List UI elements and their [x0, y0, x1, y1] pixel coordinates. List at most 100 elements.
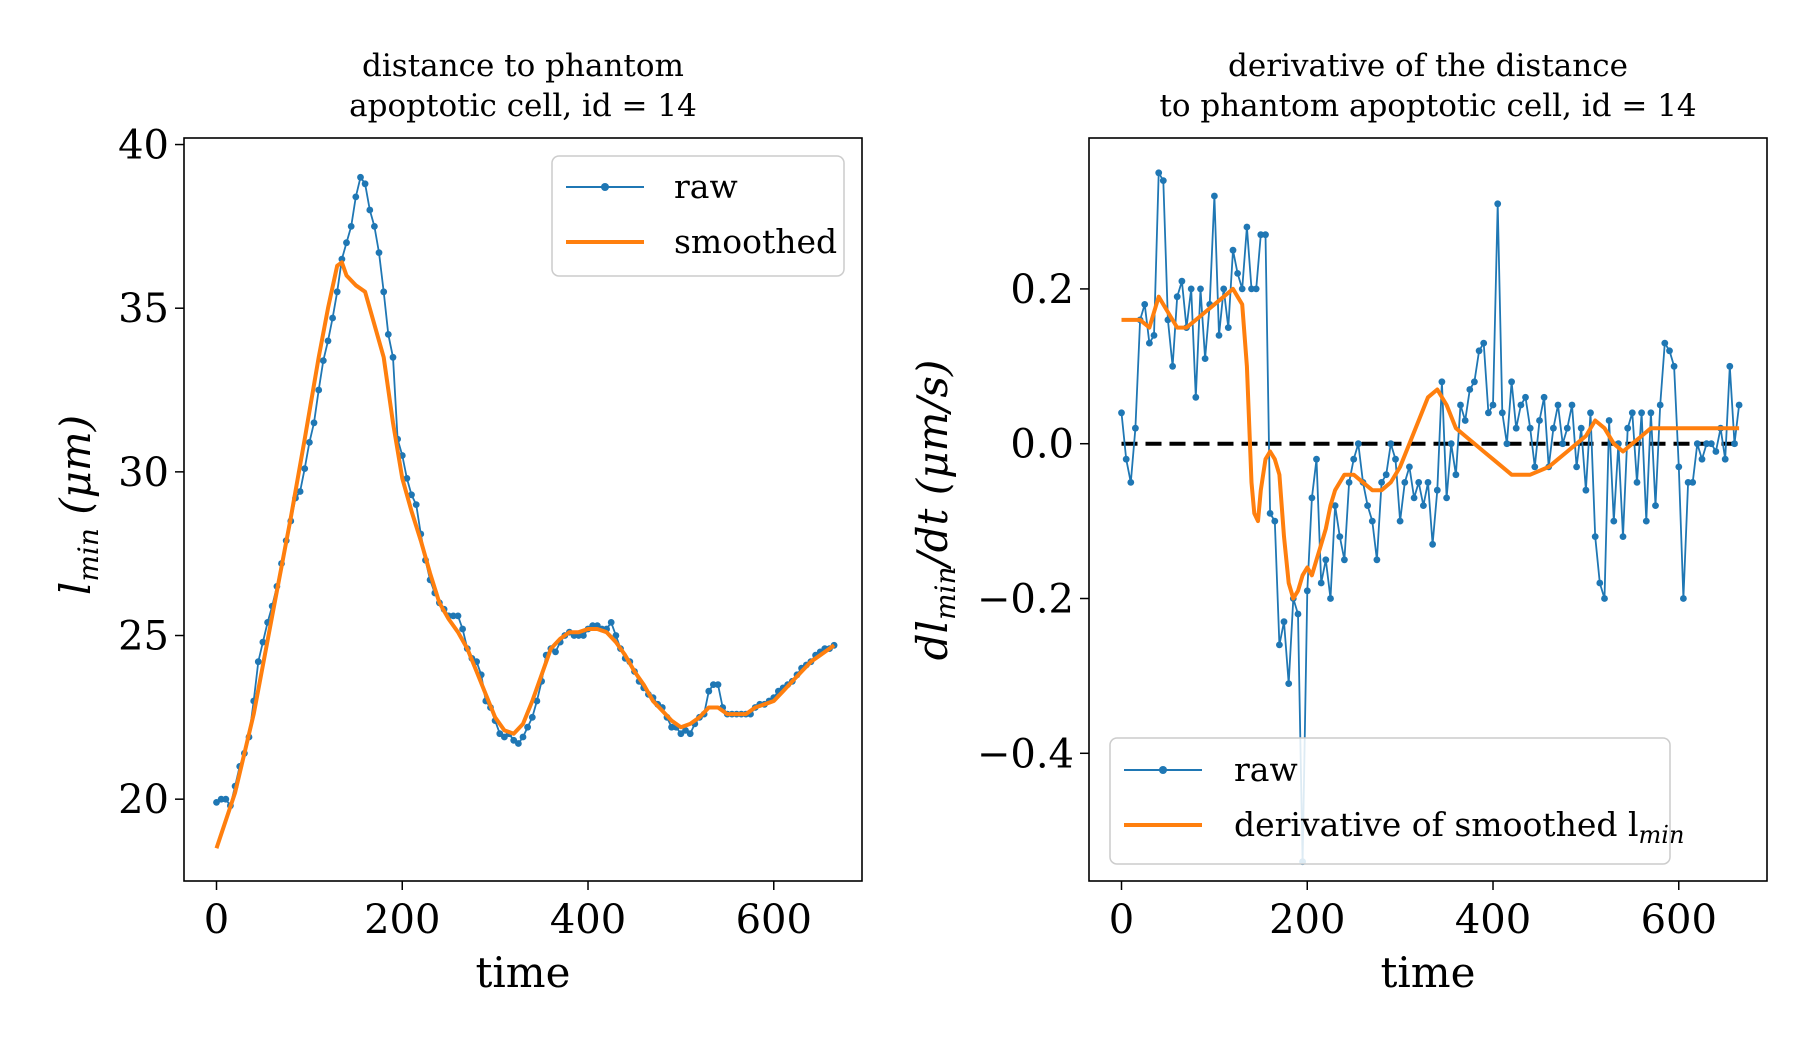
right-series-raw-point — [1433, 486, 1441, 494]
right-series-raw-point — [1415, 479, 1423, 486]
left-series-raw-point — [714, 681, 722, 688]
right-series-raw-point — [1735, 401, 1743, 409]
right-series-raw-point — [1628, 409, 1636, 417]
left-legend: raw smoothed — [551, 155, 845, 277]
right-series-raw-point — [1619, 533, 1627, 540]
left-series-raw-point — [519, 733, 527, 741]
right-y-axis-label-main: dl — [908, 620, 957, 660]
left-x-axis-label: time — [476, 948, 571, 997]
right-series-raw-point — [1178, 277, 1186, 285]
right-series-raw-point — [1563, 424, 1571, 432]
right-series-raw-point — [1173, 293, 1181, 301]
left-series-raw-point — [528, 713, 536, 721]
left-series-raw-point — [371, 223, 378, 230]
right-series-raw-point — [1582, 486, 1590, 494]
right-series-raw-point — [1498, 409, 1506, 417]
left-axes-frame — [183, 137, 863, 882]
left-series-raw-point — [459, 625, 466, 633]
right-series-raw-point — [1211, 192, 1218, 200]
right-x-tick-label: 600 — [1641, 897, 1717, 943]
right-chart-title-line1: derivative of the distance — [1228, 48, 1628, 84]
right-series-raw-point — [1438, 378, 1446, 386]
right-series-raw-point — [1517, 401, 1525, 409]
right-series-raw-point — [1721, 455, 1729, 463]
right-series-raw-point — [1368, 517, 1376, 525]
right-series-raw-point — [1192, 393, 1200, 401]
right-chart: derivative of the distance to phantom ap… — [908, 48, 1768, 997]
right-series-raw-point — [1461, 417, 1469, 424]
right-series-raw-point — [1624, 424, 1632, 432]
right-series-raw-point — [1197, 285, 1204, 293]
right-series-raw-point — [1726, 362, 1734, 370]
right-series-raw-point — [1331, 502, 1339, 509]
right-x-tick-label: 200 — [1269, 897, 1345, 943]
left-series-raw-point — [412, 501, 420, 508]
left-y-axis-label-unit: (μm) — [51, 415, 100, 528]
right-series-raw-point — [1457, 401, 1464, 409]
right-series-raw-point — [1573, 463, 1580, 471]
right-series-raw-point — [1146, 339, 1153, 347]
right-series-raw-point — [1234, 270, 1241, 277]
left-series-raw-point — [501, 733, 508, 741]
right-series-raw-point — [1540, 393, 1548, 401]
right-series-raw-point — [1420, 502, 1427, 509]
right-series-raw-point — [1707, 440, 1715, 448]
right-series-raw-point — [1350, 455, 1358, 463]
right-series-raw-point — [1127, 479, 1135, 486]
left-series-raw-point — [310, 419, 318, 427]
right-series-raw-point — [1712, 448, 1720, 455]
right-series-raw-point — [1252, 285, 1260, 293]
right-series-raw-point — [1485, 409, 1492, 417]
right-series-raw-point — [1452, 471, 1460, 479]
left-series-raw-point — [315, 386, 323, 394]
right-x-tick-label: 0 — [1109, 897, 1134, 943]
right-series-raw-point — [1285, 680, 1293, 687]
left-chart: distance to phantom apoptotic cell, id =… — [51, 48, 863, 997]
right-series-raw-point — [1693, 440, 1701, 448]
right-y-axis-label: dlmin/dt (μm/s) — [908, 360, 962, 661]
right-series-raw-point — [1605, 417, 1613, 424]
left-x-tick-label: 0 — [204, 897, 229, 943]
right-series-raw-point — [1364, 502, 1371, 509]
right-series-raw-point — [1257, 231, 1265, 239]
right-series-raw-point — [1568, 401, 1576, 409]
right-series-raw-point — [1489, 401, 1497, 409]
right-series-raw-point — [1336, 533, 1344, 540]
left-series-raw-point — [343, 239, 350, 247]
left-y-tick-label: 25 — [118, 614, 169, 660]
right-legend-raw-marker — [1159, 766, 1167, 774]
right-series-raw-point — [1480, 339, 1488, 347]
right-series-raw-point — [1466, 386, 1474, 393]
right-chart-title-line2: to phantom apoptotic cell, id = 14 — [1159, 88, 1696, 124]
right-series-raw-point — [1471, 378, 1478, 386]
right-series-raw-point — [1313, 455, 1320, 463]
right-series-raw-point — [1526, 424, 1534, 432]
right-x-tick-label: 400 — [1455, 897, 1531, 943]
right-series-raw-point — [1392, 455, 1399, 463]
left-series-raw-point — [705, 687, 713, 695]
right-series-raw-point — [1577, 424, 1585, 432]
right-series-raw-point — [1271, 517, 1279, 525]
right-series-raw-point — [1591, 533, 1599, 540]
left-series-raw-point — [254, 658, 262, 666]
right-series-raw-point — [1656, 401, 1664, 409]
right-series-raw-point — [1122, 455, 1130, 463]
left-series-raw-point — [352, 193, 360, 201]
right-series-raw-point — [1531, 463, 1539, 471]
right-series-raw-point — [1220, 285, 1228, 293]
right-y-tick-label: −0.2 — [977, 577, 1074, 623]
right-series-raw-point — [1118, 409, 1125, 417]
left-series-raw-point — [347, 223, 355, 230]
left-series-raw-point — [454, 612, 462, 620]
left-series-raw-point — [329, 314, 336, 322]
left-series-raw-point — [533, 697, 541, 705]
right-y-tick-label: −0.4 — [977, 731, 1074, 777]
left-series-raw-point — [301, 465, 309, 472]
right-series-raw-point — [1675, 463, 1683, 471]
right-series-raw-point — [1670, 362, 1678, 370]
left-legend-raw-label: raw — [674, 167, 738, 206]
right-series-raw-point — [1159, 177, 1167, 185]
left-y-tick-label: 35 — [118, 286, 169, 332]
left-series-raw-point — [375, 249, 383, 256]
left-series-raw-point — [259, 638, 267, 646]
